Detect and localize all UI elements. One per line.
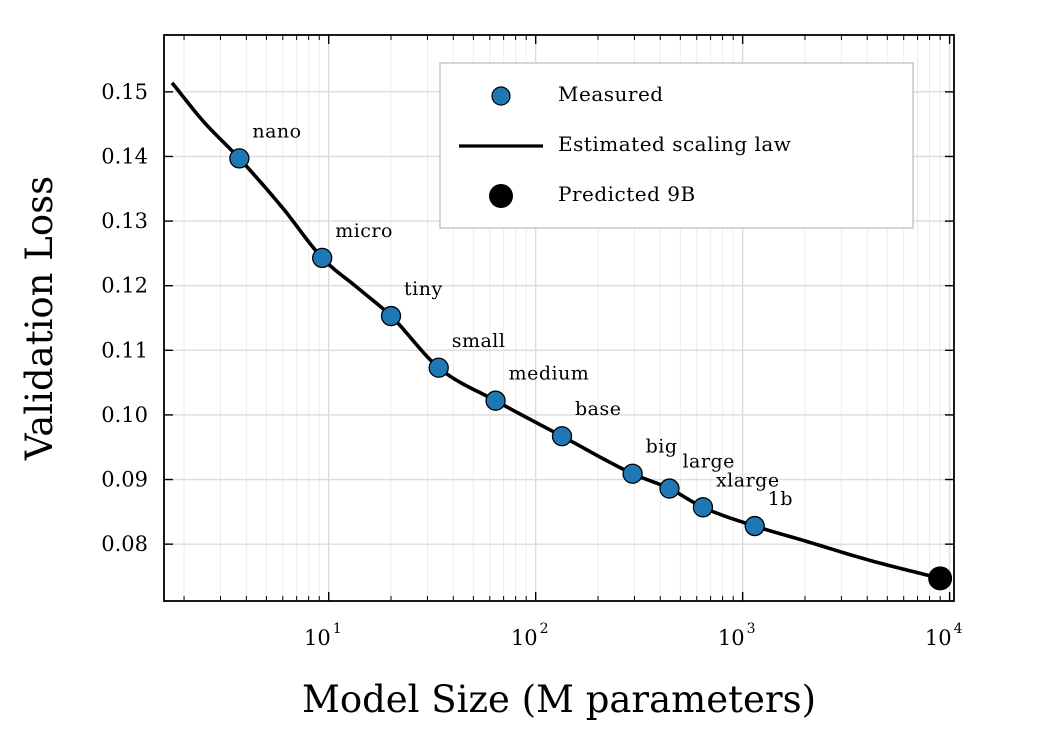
point-label: tiny [404,278,443,300]
measured-point [485,390,506,411]
legend-predicted-label: Predicted 9B [558,182,696,206]
measured-point [428,357,449,378]
y-tick-label: 0.10 [101,403,148,427]
point-label: medium [509,363,590,385]
plot-frame [163,34,955,602]
measured-point [312,247,333,269]
point-label: small [452,330,506,352]
x-tick-exponent: 2 [540,621,549,637]
y-tick-label: 0.14 [101,144,148,168]
measured-point [659,478,680,499]
point-label: xlarge [716,469,780,491]
point-label: large [682,451,734,473]
legend: Measured Estimated scaling law Predicted… [439,62,914,229]
data-points-layer [229,148,953,591]
measured-point [229,148,250,169]
x-axis-title: Model Size (M parameters) [302,678,816,721]
point-label: base [575,398,622,420]
x-tick-label: 10 [304,626,331,650]
y-tick-label: 0.11 [101,338,148,362]
measured-point [380,305,402,327]
x-tick-exponent: 1 [333,621,342,637]
y-axis-title: Validation Loss [18,176,61,461]
axis-ticks: 10 1 10 2 10 3 10 40.080.090.100.110.120.130.14… [101,35,963,650]
x-tick-exponent: 3 [747,621,756,637]
predicted-9b-point [928,566,953,591]
x-tick-label: 10 [718,626,745,650]
point-label: 1b [768,488,793,510]
legend-measured-marker [491,86,511,106]
x-tick-label: 10 [925,626,952,650]
measured-point [551,426,573,447]
legend-estimated-label: Estimated scaling law [558,132,791,156]
x-tick-label: 10 [511,626,538,650]
y-tick-label: 0.15 [101,80,148,104]
y-tick-label: 0.08 [101,532,148,556]
y-tick-label: 0.09 [101,468,148,492]
point-label: micro [335,220,393,242]
measured-point [692,497,714,518]
x-tick-exponent: 4 [954,621,963,637]
point-label: nano [252,120,301,142]
measured-point [744,515,765,537]
y-tick-label: 0.12 [101,274,148,298]
legend-measured-label: Measured [558,82,664,106]
point-label: big [646,436,678,458]
measured-point [622,463,643,484]
legend-predicted-marker [489,184,513,208]
y-tick-label: 0.13 [101,209,148,233]
